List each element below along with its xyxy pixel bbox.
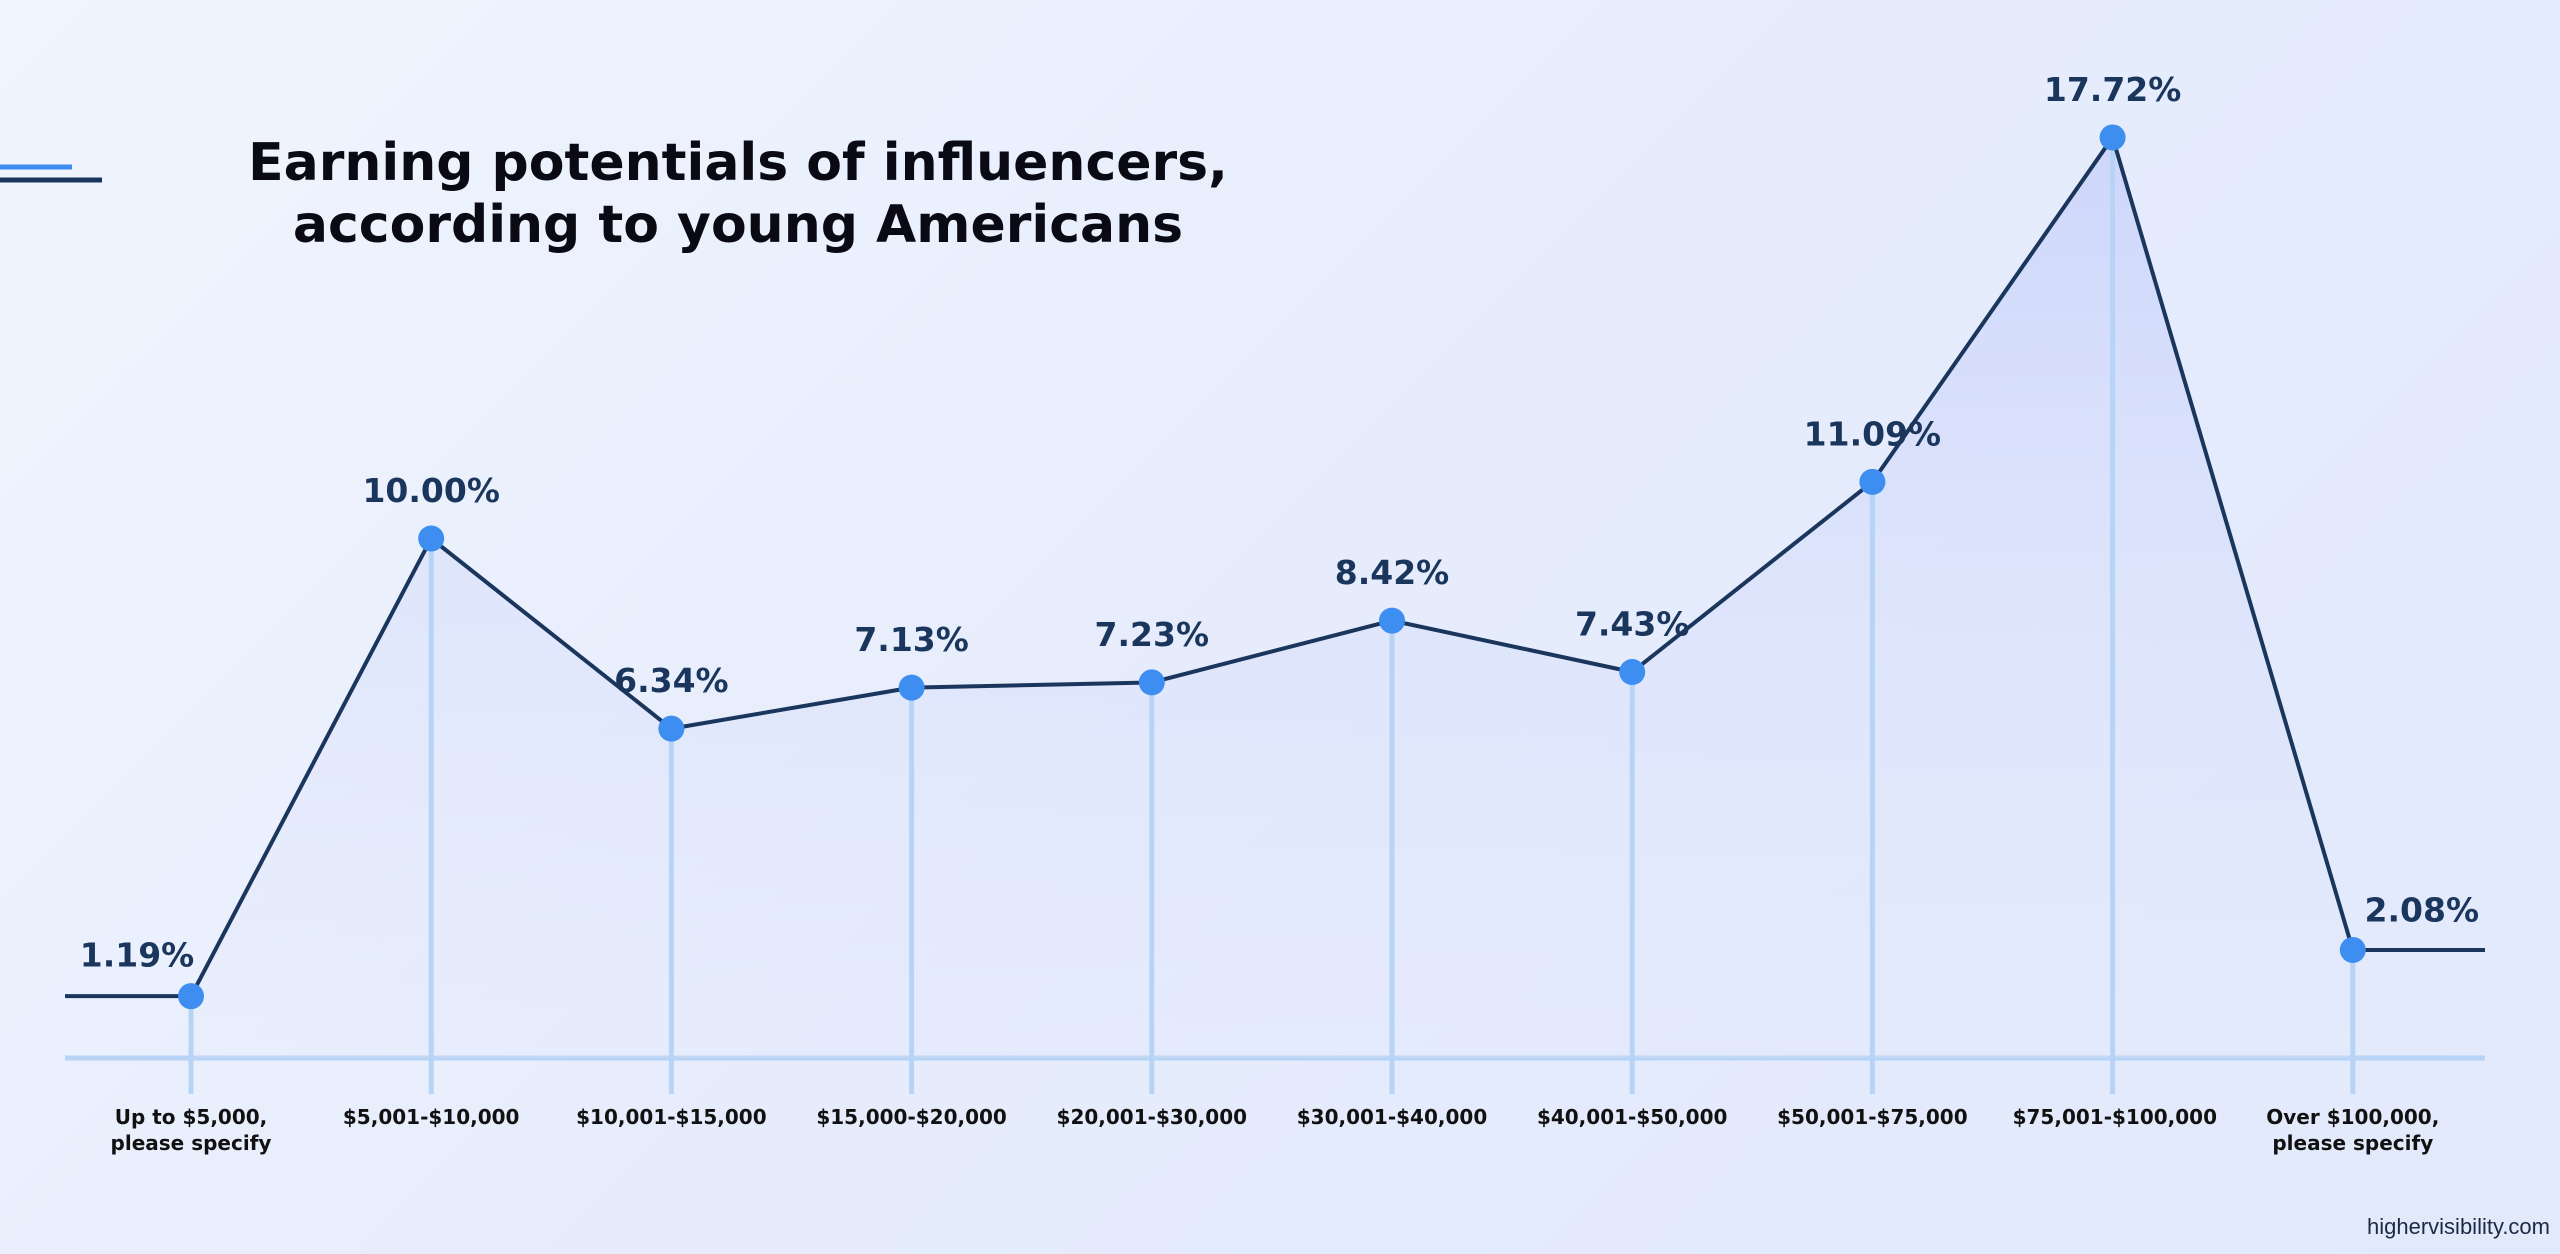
value-label: 17.72%: [2044, 70, 2181, 109]
value-label: 1.19%: [80, 936, 195, 975]
x-tick-label: $40,001-$50,000: [1536, 1105, 1728, 1129]
point: [418, 525, 445, 552]
source-logo: highervisibility.com: [2367, 1214, 2550, 1239]
x-tick-label: Up to $5,000, please specify: [110, 1105, 272, 1155]
chart-title: Earning potentials of influencers, accor…: [248, 133, 1228, 255]
value-label: 8.42%: [1335, 553, 1450, 592]
value-label: 2.08%: [2365, 890, 2480, 929]
value-label: 7.43%: [1575, 605, 1690, 644]
x-tick-label: $50,001-$75,000: [1777, 1105, 1968, 1129]
area: [191, 137, 2353, 1059]
value-label: 10.00%: [362, 471, 499, 510]
x-tick-label: $75,001-$100,000: [2012, 1105, 2217, 1129]
point: [2339, 936, 2366, 963]
value-label: 7.23%: [1095, 615, 1210, 654]
x-tick-label: $20,001-$30,000: [1056, 1105, 1248, 1129]
value-label: 6.34%: [614, 661, 729, 700]
point: [1379, 607, 1405, 634]
value-label: 11.09%: [1804, 414, 1941, 453]
line: [189, 135, 2355, 998]
point: [658, 715, 685, 742]
x-tick-label: Over $100,000, please specify: [2266, 1105, 2440, 1155]
x-tick-label: $10,001-$15,000: [576, 1105, 767, 1129]
point: [1619, 659, 1646, 686]
point: [1859, 468, 1886, 495]
point: [178, 983, 204, 1010]
point: [2099, 124, 2126, 151]
point: [1138, 669, 1165, 696]
value-label: 7.13%: [854, 620, 969, 659]
x-tick-label: $15,000-$20,000: [816, 1105, 1007, 1129]
point: [898, 674, 925, 701]
x-tick-label: $5,001-$10,000: [342, 1105, 520, 1129]
x-tick-label: $30,001-$40,000: [1296, 1105, 1488, 1129]
